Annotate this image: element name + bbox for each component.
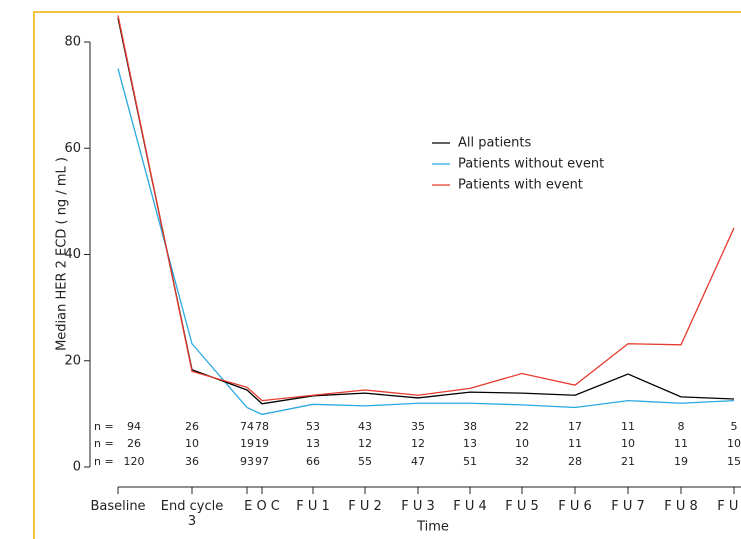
count-label: 35 xyxy=(411,420,425,433)
legend-label: Patients with event xyxy=(458,178,583,193)
count-label: 21 xyxy=(621,455,635,468)
count-label: 19 xyxy=(240,437,254,450)
y-axis-title: Median HER 2 ECD ( ng / mL ) xyxy=(55,157,70,351)
count-prefix: n = xyxy=(94,437,114,450)
count-label: 43 xyxy=(358,420,372,433)
x-tick-label: F U 2 xyxy=(348,499,382,514)
y-tick-label: 40 xyxy=(64,247,81,262)
y-tick-label: 0 xyxy=(73,460,81,475)
y-tick-label: 80 xyxy=(64,35,81,50)
count-label: 10 xyxy=(621,437,635,450)
count-label: 36 xyxy=(185,455,199,468)
x-tick-label: F U 8 xyxy=(664,499,698,514)
count-label: 74 xyxy=(240,420,254,433)
legend-label: Patients without event xyxy=(458,157,604,172)
x-tick-label: F U 7 xyxy=(611,499,645,514)
count-label: 120 xyxy=(124,455,145,468)
count-label: 94 xyxy=(127,420,141,433)
count-label: 38 xyxy=(463,420,477,433)
frame xyxy=(33,11,741,539)
count-label: 97 xyxy=(255,455,269,468)
x-tick-label: F U 9 xyxy=(717,499,741,514)
count-label: 93 xyxy=(240,455,254,468)
count-label: 28 xyxy=(568,455,582,468)
count-label: 26 xyxy=(127,437,141,450)
line xyxy=(117,68,735,416)
count-label: 10 xyxy=(727,437,741,450)
count-label: 12 xyxy=(411,437,425,450)
count-label: 78 xyxy=(255,420,269,433)
count-label: 32 xyxy=(515,455,529,468)
x-tick-label: E O C xyxy=(244,499,280,514)
count-label: 15 xyxy=(727,455,741,468)
x-tick-label: Baseline xyxy=(90,499,146,514)
count-label: 55 xyxy=(358,455,372,468)
y-tick-label: 20 xyxy=(64,353,81,368)
count-label: 8 xyxy=(678,420,685,433)
count-label: 47 xyxy=(411,455,425,468)
x-axis-title: Time xyxy=(416,520,449,535)
count-label: 5 xyxy=(731,420,738,433)
count-label: 11 xyxy=(621,420,635,433)
count-label: 19 xyxy=(255,437,269,450)
count-label: 22 xyxy=(515,420,529,433)
line xyxy=(117,17,735,405)
count-label: 11 xyxy=(568,437,582,450)
count-label: 11 xyxy=(674,437,688,450)
count-label: 17 xyxy=(568,420,582,433)
count-label: 10 xyxy=(185,437,199,450)
count-label: 10 xyxy=(515,437,529,450)
line xyxy=(117,15,735,402)
y-tick-label: 60 xyxy=(64,141,81,156)
count-label: 66 xyxy=(306,455,320,468)
legend-label: All patients xyxy=(458,136,532,151)
x-tick-label: F U 6 xyxy=(558,499,592,514)
x-tick-label: F U 1 xyxy=(296,499,330,514)
count-label: 53 xyxy=(306,420,320,433)
count-label: 12 xyxy=(358,437,372,450)
count-label: 13 xyxy=(463,437,477,450)
count-label: 51 xyxy=(463,455,477,468)
x-tick-label: F U 5 xyxy=(505,499,539,514)
x-tick-label: F U 3 xyxy=(401,499,435,514)
count-prefix: n = xyxy=(94,455,114,468)
x-tick-label: End cycle 3 xyxy=(160,499,224,529)
x-tick-label: F U 4 xyxy=(453,499,487,514)
count-label: 19 xyxy=(674,455,688,468)
count-label: 26 xyxy=(185,420,199,433)
count-label: 13 xyxy=(306,437,320,450)
count-prefix: n = xyxy=(94,420,114,433)
